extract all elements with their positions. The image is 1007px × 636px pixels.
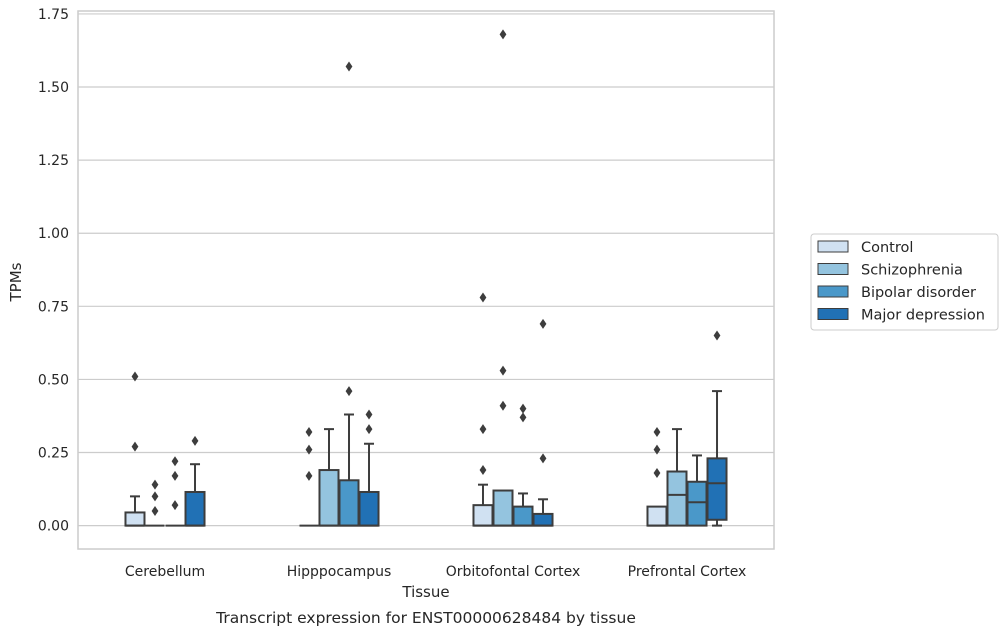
box bbox=[124, 371, 146, 527]
box bbox=[666, 428, 688, 527]
outlier-point bbox=[171, 470, 179, 481]
x-axis-label: Tissue bbox=[401, 583, 449, 601]
box-iqr bbox=[646, 505, 668, 527]
box bbox=[706, 330, 728, 527]
chart-caption: Transcript expression for ENST0000062848… bbox=[215, 609, 636, 627]
outlier-point bbox=[519, 412, 527, 423]
outlier-point bbox=[191, 435, 199, 446]
y-tick-label: 0.75 bbox=[38, 299, 69, 315]
outlier-point bbox=[365, 409, 373, 420]
box bbox=[646, 427, 668, 527]
outlier-point bbox=[151, 479, 159, 490]
y-tick-label: 0.00 bbox=[38, 519, 69, 535]
x-tick-label: Cerebellum bbox=[125, 564, 205, 580]
outlier-point bbox=[131, 441, 139, 452]
y-tick-label: 1.25 bbox=[38, 153, 69, 169]
outlier-point bbox=[151, 505, 159, 516]
box-iqr bbox=[686, 480, 708, 527]
outlier-point bbox=[171, 456, 179, 467]
box-iqr bbox=[512, 505, 534, 527]
y-axis-label: TPMs bbox=[7, 262, 25, 302]
legend-item: Major depression bbox=[817, 308, 985, 324]
x-tick-label: Orbitofontal Cortex bbox=[446, 564, 581, 580]
box-iqr bbox=[706, 457, 728, 521]
legend-frame bbox=[810, 233, 999, 331]
series-major-depression bbox=[184, 318, 728, 527]
outlier-point bbox=[479, 424, 487, 435]
box bbox=[318, 428, 340, 527]
box-iqr bbox=[318, 469, 340, 527]
outlier-point bbox=[479, 292, 487, 303]
legend-swatch bbox=[817, 285, 849, 298]
box bbox=[165, 456, 185, 527]
box bbox=[358, 409, 380, 527]
outlier-point bbox=[365, 424, 373, 435]
y-tick-label: 1.75 bbox=[38, 7, 69, 23]
box bbox=[338, 61, 360, 527]
outlier-point bbox=[653, 427, 661, 438]
outlier-point bbox=[499, 400, 507, 411]
outlier-point bbox=[151, 491, 159, 502]
outlier-point bbox=[479, 465, 487, 476]
legend-label: Bipolar disorder bbox=[861, 285, 976, 301]
outlier-point bbox=[539, 318, 547, 329]
y-tick-label: 1.50 bbox=[38, 80, 69, 96]
y-tick-label: 0.50 bbox=[38, 372, 69, 388]
legend-item: Schizophrenia bbox=[817, 263, 963, 279]
legend-item: Bipolar disorder bbox=[817, 285, 976, 301]
outlier-point bbox=[519, 403, 527, 414]
box bbox=[145, 479, 165, 527]
outlier-point bbox=[305, 444, 313, 455]
outlier-point bbox=[499, 29, 507, 40]
box bbox=[472, 292, 494, 527]
legend-label: Control bbox=[861, 240, 913, 256]
legend-swatch bbox=[817, 263, 849, 275]
outlier-point bbox=[653, 444, 661, 455]
x-tick-label: Hipppocampus bbox=[287, 564, 392, 580]
box-iqr bbox=[492, 489, 514, 527]
gridlines bbox=[78, 13, 774, 527]
y-tick-labels: 0.00 0.25 0.50 0.75 1.00 1.25 1.50 1.75 bbox=[38, 7, 69, 535]
outlier-point bbox=[539, 453, 547, 464]
box-iqr bbox=[338, 479, 360, 527]
outlier-point bbox=[131, 371, 139, 382]
x-tick-label: Prefrontal Cortex bbox=[628, 564, 747, 580]
box bbox=[299, 427, 319, 527]
legend: Control Schizophrenia Bipolar disorder Majo… bbox=[810, 233, 999, 331]
box-iqr bbox=[532, 512, 554, 527]
box bbox=[184, 435, 206, 527]
legend-label: Schizophrenia bbox=[861, 263, 963, 279]
outlier-point bbox=[345, 386, 353, 397]
legend-swatch bbox=[817, 308, 849, 320]
box-series bbox=[124, 29, 728, 527]
legend-swatch bbox=[817, 240, 849, 253]
outlier-point bbox=[345, 61, 353, 72]
series-control bbox=[124, 292, 668, 527]
box bbox=[532, 318, 554, 527]
box-iqr bbox=[184, 490, 206, 527]
legend-label: Major depression bbox=[861, 308, 985, 324]
outlier-point bbox=[305, 470, 313, 481]
outlier-point bbox=[713, 330, 721, 341]
box-iqr bbox=[666, 470, 688, 527]
box bbox=[512, 403, 534, 527]
series-schizophrenia bbox=[145, 29, 688, 527]
box-iqr bbox=[472, 504, 494, 527]
x-tick-labels: Cerebellum Hipppocampus Orbitofontal Corte… bbox=[125, 564, 746, 580]
box bbox=[492, 29, 514, 527]
plot-frame bbox=[77, 10, 775, 550]
y-tick-label: 0.25 bbox=[38, 446, 69, 462]
outlier-point bbox=[305, 427, 313, 438]
box-iqr bbox=[124, 511, 146, 527]
outlier-point bbox=[171, 500, 179, 511]
outlier-point bbox=[499, 365, 507, 376]
box bbox=[686, 454, 708, 527]
series-bipolar-disorder bbox=[165, 61, 708, 527]
legend-item: Control bbox=[817, 240, 913, 256]
box-iqr bbox=[358, 490, 380, 527]
outlier-point bbox=[653, 467, 661, 478]
y-tick-label: 1.00 bbox=[38, 226, 69, 242]
